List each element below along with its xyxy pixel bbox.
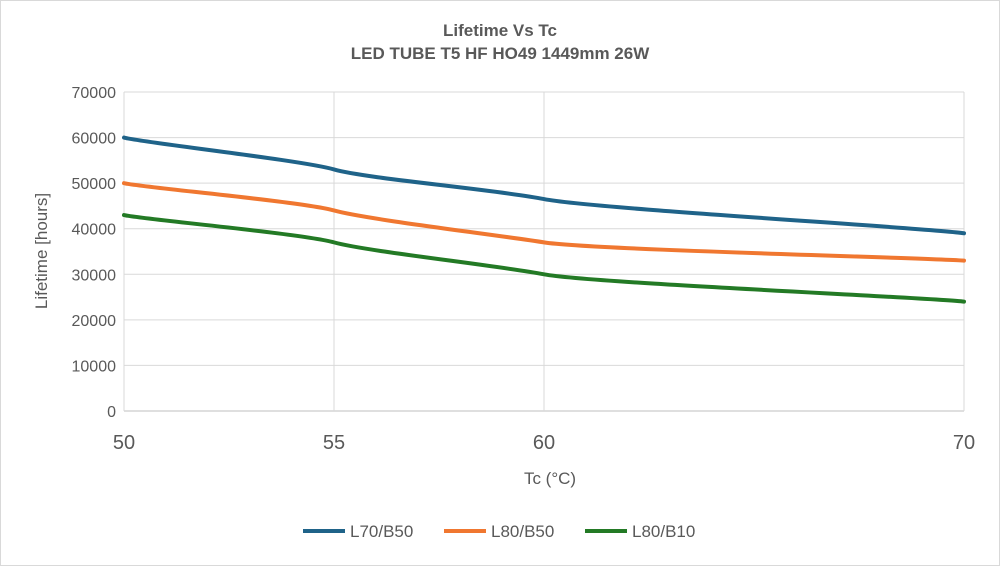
- x-tick-label: 60: [533, 432, 555, 454]
- y-axis-ticks: 0 10000 20000 30000 40000 50000 60000 70000: [72, 85, 117, 421]
- y-tick-label: 30000: [72, 267, 117, 284]
- series-line-l70-b50: [122, 135, 966, 236]
- legend-label: L70/B50: [350, 522, 413, 541]
- x-axis-label: Tc (°C): [524, 469, 576, 488]
- y-tick-label: 10000: [72, 358, 117, 375]
- x-tick-label: 50: [113, 432, 135, 454]
- legend: L70/B50 L80/B50 L80/B10: [303, 522, 695, 541]
- series-lines: [122, 135, 966, 304]
- y-tick-label: 20000: [72, 313, 117, 330]
- x-tick-label: 70: [953, 432, 975, 454]
- y-tick-label: 60000: [72, 131, 117, 148]
- legend-label: L80/B50: [491, 522, 554, 541]
- legend-label: L80/B10: [632, 522, 695, 541]
- x-tick-label: 55: [323, 432, 345, 454]
- y-tick-label: 40000: [72, 222, 117, 239]
- x-axis-ticks: 50 55 60 70: [113, 432, 975, 454]
- y-axis-label: Lifetime [hours]: [32, 193, 51, 309]
- series-line-l80-b10: [122, 213, 966, 304]
- y-tick-label: 70000: [72, 85, 117, 102]
- grid: [123, 91, 965, 412]
- y-tick-label: 50000: [72, 176, 117, 193]
- y-tick-label: 0: [107, 404, 116, 421]
- chart-title: Lifetime Vs Tc: [443, 21, 557, 40]
- series-line-l80-b50: [122, 181, 966, 263]
- chart-subtitle: LED TUBE T5 HF HO49 1449mm 26W: [351, 44, 650, 63]
